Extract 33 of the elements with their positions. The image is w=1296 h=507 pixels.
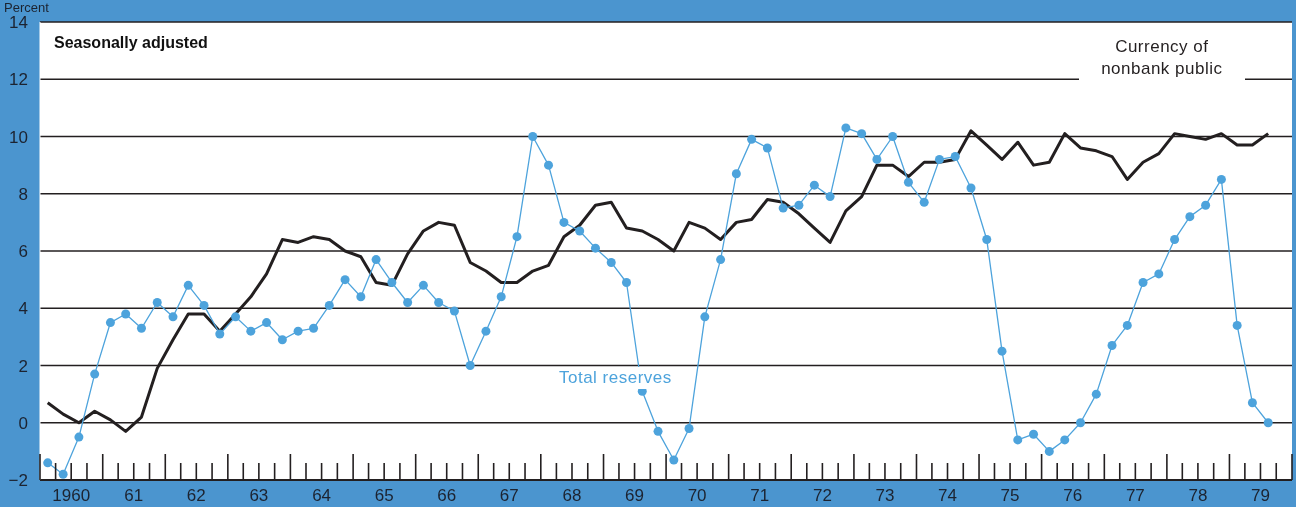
y-tick-label: 6 xyxy=(18,242,28,261)
y-tick-label: 2 xyxy=(18,356,28,376)
series-label: Total reserves xyxy=(555,367,675,390)
y-tick-label: 8 xyxy=(18,184,28,204)
y-tick-label: −2 xyxy=(8,471,28,490)
x-tick-label: 64 xyxy=(312,486,332,505)
x-tick-label: 71 xyxy=(750,486,770,505)
x-tick-label: 67 xyxy=(499,486,519,505)
y-tick-label: 4 xyxy=(18,299,28,319)
x-tick-label: 61 xyxy=(124,486,144,505)
x-tick-label: 1960 xyxy=(52,486,91,505)
x-tick-label: 69 xyxy=(625,486,645,505)
x-tick-label: 78 xyxy=(1188,486,1208,505)
x-tick-label: 65 xyxy=(374,486,394,505)
text: Currency of nonbank public xyxy=(1078,35,1245,80)
y-tick-label: 12 xyxy=(9,70,28,90)
x-tick-label: 72 xyxy=(812,486,832,505)
x-tick-label: 68 xyxy=(562,486,582,505)
y-tick-label: 10 xyxy=(9,127,28,147)
x-tick-label: 66 xyxy=(437,486,457,505)
x-tick-label: 62 xyxy=(186,486,206,505)
x-tick-label: 77 xyxy=(1125,486,1145,505)
annotation: Seasonally adjusted xyxy=(54,34,208,52)
x-tick-label: 70 xyxy=(687,486,707,505)
x-tick-label: 79 xyxy=(1251,486,1270,505)
y-tick-label: 14 xyxy=(9,13,28,32)
x-tick-label: 75 xyxy=(1000,486,1020,505)
x-tick-label: 63 xyxy=(249,486,269,505)
x-tick-label: 76 xyxy=(1063,486,1083,505)
y-tick-label: 0 xyxy=(18,413,28,433)
x-tick-label: 74 xyxy=(938,486,957,505)
x-tick-label: 73 xyxy=(875,486,895,505)
y-axis-title: Percent xyxy=(4,0,49,15)
